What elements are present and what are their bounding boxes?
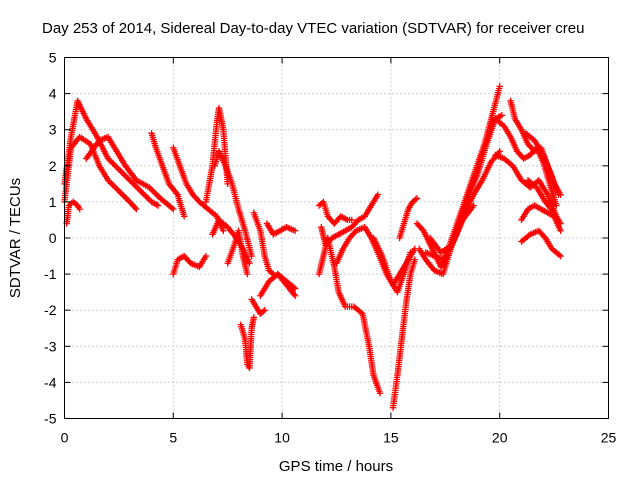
data-point	[202, 252, 210, 260]
data-point	[291, 285, 299, 292]
x-tick-label: 15	[383, 430, 399, 446]
y-tick-labels: 5 4 3 2 1 0 -1 -2 -3 -4 -5	[44, 50, 57, 427]
y-tick-label: 2	[49, 158, 57, 174]
data-point	[220, 227, 227, 234]
data-point	[248, 252, 255, 260]
data-point	[374, 191, 382, 198]
x-tick-label: 20	[492, 430, 508, 446]
series-arc-ag	[518, 202, 564, 234]
axis-ticks	[64, 57, 609, 419]
series-arc-p	[263, 220, 299, 238]
data-point	[291, 227, 299, 234]
data-point	[244, 270, 251, 278]
y-tick-label: -5	[44, 411, 57, 427]
series-arc-x	[396, 195, 421, 242]
y-tick-label: -3	[44, 338, 57, 354]
series-arc-t	[315, 198, 355, 227]
series-arc-ab	[426, 202, 477, 256]
data-point	[376, 390, 384, 397]
data-point	[496, 148, 503, 155]
data-point	[470, 202, 477, 209]
y-tick-label: 0	[49, 230, 57, 246]
series-arc-k	[224, 227, 251, 278]
y-tick-label: 5	[49, 50, 57, 66]
series-arc-i	[211, 148, 255, 260]
data-point	[557, 252, 564, 260]
y-tick-label: -2	[44, 302, 57, 318]
x-tick-label: 25	[601, 430, 617, 446]
series-arc-af	[522, 130, 562, 198]
data-point	[261, 307, 268, 314]
x-axis-label: GPS time / hours	[279, 458, 393, 475]
data-point	[180, 213, 188, 220]
series-arc-c	[83, 133, 177, 213]
x-tick-label: 0	[61, 430, 69, 446]
y-axis-label: SDTVAR / TECUs	[7, 178, 24, 298]
data-point	[357, 309, 365, 316]
series-arc-ah	[518, 227, 564, 260]
data-point	[407, 249, 414, 256]
series-arc-e	[148, 130, 188, 220]
data-point	[555, 191, 562, 198]
y-tick-label: -1	[44, 266, 57, 282]
data-point	[131, 204, 139, 211]
data-point	[76, 205, 83, 213]
series-arc-n	[250, 209, 277, 278]
data-point	[498, 112, 506, 119]
data-point	[250, 314, 258, 321]
series-arc-q	[274, 270, 299, 292]
series-arc-ai	[524, 177, 564, 227]
data-point	[268, 269, 276, 277]
series-arc-w	[389, 256, 419, 411]
series-arc-g	[170, 252, 210, 278]
series-arc-m	[248, 296, 268, 318]
data-point	[260, 308, 267, 315]
chart-title: Day 253 of 2014, Sidereal Day-to-day VTE…	[42, 20, 584, 37]
series-arc-s	[318, 191, 382, 249]
y-tick-label: 4	[49, 86, 57, 102]
series-arc-l	[237, 314, 258, 372]
data-point	[246, 260, 253, 267]
data-point	[557, 227, 564, 234]
data-point	[168, 204, 176, 212]
data-point	[170, 205, 177, 213]
x-tick-label: 5	[169, 430, 177, 446]
data-point	[540, 233, 548, 240]
data-point	[348, 216, 355, 224]
data-point	[290, 284, 297, 291]
data-point	[291, 292, 299, 299]
data-point	[496, 83, 503, 90]
data-series	[61, 83, 564, 411]
x-tick-label: 10	[274, 430, 290, 446]
data-point	[154, 202, 162, 209]
data-point	[412, 196, 419, 203]
data-point	[419, 226, 426, 233]
data-point	[133, 205, 140, 213]
y-tick-label: 3	[49, 122, 57, 138]
data-point	[411, 256, 419, 263]
y-tick-label: 1	[49, 194, 57, 210]
data-point	[555, 251, 563, 259]
data-point	[557, 220, 564, 227]
data-point	[553, 202, 560, 209]
x-tick-labels: 0 5 10 15 20 25	[61, 430, 617, 446]
series-arc-d	[63, 198, 83, 227]
y-tick-label: -4	[44, 374, 57, 390]
series-arc-v	[370, 234, 414, 296]
data-point	[413, 195, 421, 202]
